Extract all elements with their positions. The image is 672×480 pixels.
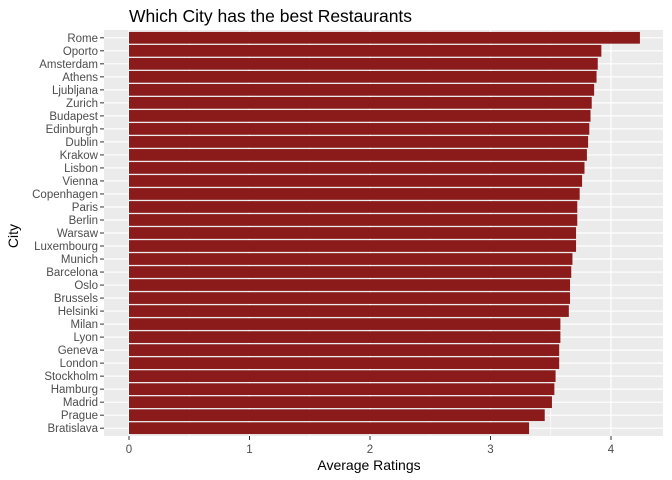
y-tick-label: Rome (67, 33, 98, 45)
x-tick-label: 4 (608, 444, 615, 456)
bar (129, 188, 580, 200)
y-tick-label: Berlin (69, 215, 98, 227)
y-tick-label: Oporto (63, 46, 98, 58)
y-tick-label: Prague (61, 410, 98, 422)
bar (129, 383, 555, 396)
y-tick-label: Lyon (73, 332, 98, 344)
y-tick-label: Bratislava (48, 423, 99, 435)
y-tick-label: Munich (61, 254, 98, 266)
y-tick-label: Barcelona (46, 267, 98, 279)
y-tick-label: Luxembourg (34, 241, 98, 253)
bar (129, 162, 585, 174)
y-tick-label: Krakow (60, 150, 99, 162)
y-tick-label: Stockholm (44, 371, 98, 383)
bar (129, 31, 640, 44)
y-tick-label: Athens (62, 72, 98, 84)
y-tick-label: Brussels (54, 293, 98, 305)
y-tick-label: Hamburg (51, 384, 98, 396)
bar (129, 240, 577, 252)
y-tick-label: Edinburgh (46, 124, 98, 136)
y-tick-label: Paris (72, 202, 98, 214)
bar (129, 279, 571, 291)
bar (129, 136, 589, 148)
y-tick-label: Ljubljana (52, 85, 99, 97)
x-axis-tick-labels: 0 1 2 3 4 (126, 436, 615, 456)
y-tick-label: Copenhagen (32, 189, 98, 201)
bar (129, 344, 560, 356)
bar (129, 227, 577, 239)
bar (129, 97, 592, 109)
y-tick-label: Oslo (74, 280, 98, 292)
bar (129, 305, 569, 317)
x-axis-title: Average Ratings (317, 457, 420, 473)
bar (129, 70, 597, 83)
bar (129, 44, 602, 57)
bar (129, 201, 578, 213)
bar (129, 110, 591, 122)
y-axis-title: City (5, 224, 21, 248)
y-tick-label: Madrid (63, 397, 98, 409)
y-tick-label: Amsterdam (39, 59, 98, 71)
chart-title: Which City has the best Restaurants (129, 6, 412, 26)
y-tick-label: Budapest (49, 111, 98, 123)
y-tick-label: Helsinki (58, 306, 98, 318)
bar (129, 84, 595, 96)
y-tick-label: London (60, 358, 98, 370)
bar (129, 214, 578, 226)
y-tick-label: Dublin (65, 137, 98, 149)
x-tick-label: 3 (487, 444, 493, 456)
bar (129, 253, 573, 265)
y-tick-label: Vienna (62, 176, 98, 188)
y-tick-label: Geneva (58, 345, 99, 357)
y-tick-label: Milan (71, 319, 98, 331)
bar (129, 357, 560, 369)
bar (129, 396, 552, 409)
bar (129, 175, 583, 187)
bar (129, 57, 598, 70)
y-axis-tick-labels: RomeOportoAmsterdamAthensLjubljanaZurich… (32, 33, 104, 435)
bar (129, 331, 561, 343)
y-tick-label: Lisbon (64, 163, 98, 175)
y-tick-label: Warsaw (57, 228, 99, 240)
x-tick-label: 0 (126, 444, 132, 456)
bar (129, 292, 571, 304)
bar (129, 370, 556, 382)
x-tick-label: 1 (246, 444, 252, 456)
x-tick-label: 2 (367, 444, 373, 456)
bar (129, 422, 530, 435)
bar (129, 123, 590, 135)
bar (129, 318, 561, 330)
bar (129, 409, 545, 422)
bar (129, 149, 587, 161)
bar (129, 266, 572, 278)
y-tick-label: Zurich (66, 98, 98, 110)
bars (129, 31, 640, 435)
